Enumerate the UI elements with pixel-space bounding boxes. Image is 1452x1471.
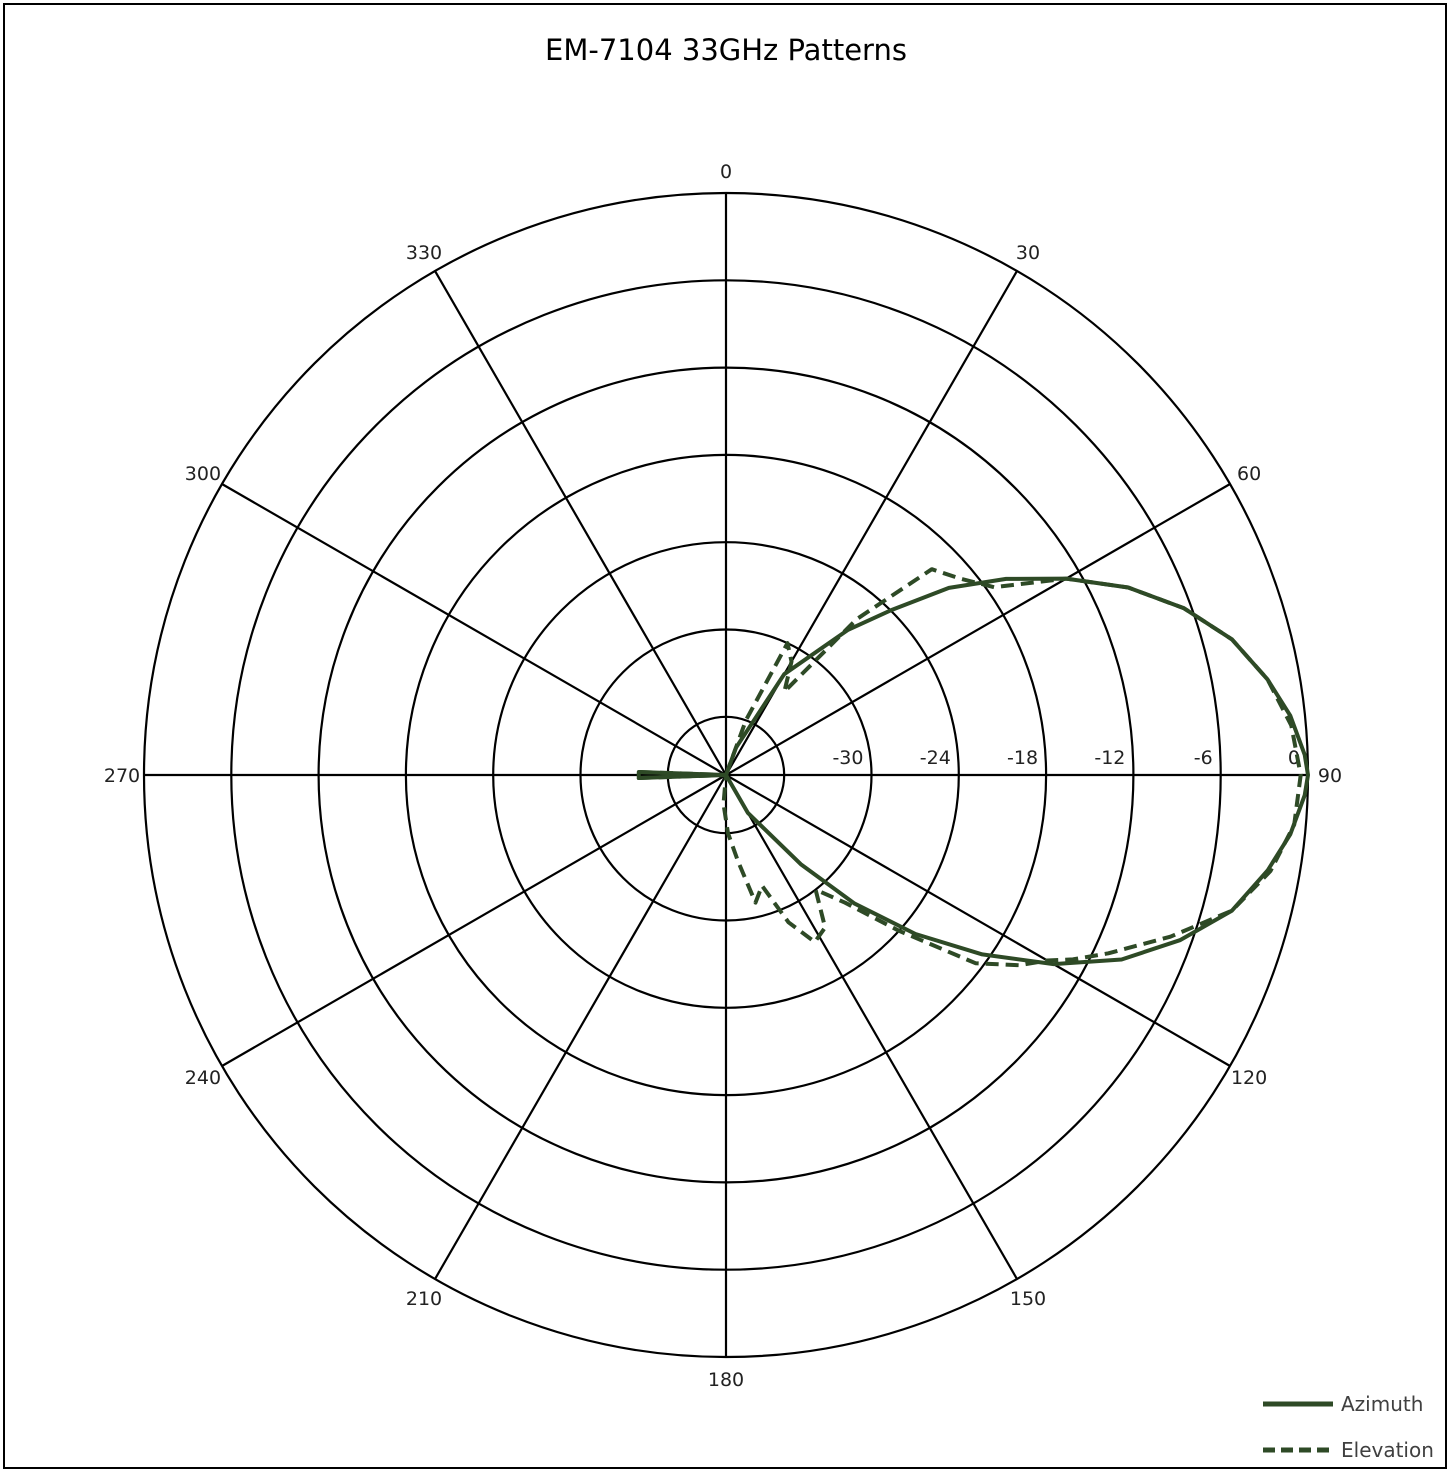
grid-spokes (144, 193, 1308, 1357)
series-elevation (636, 567, 1303, 968)
legend-label-azimuth: Azimuth (1341, 1392, 1423, 1416)
grid-spoke (434, 774, 727, 1280)
angle-tick-label: 180 (708, 1369, 744, 1391)
grid-spoke (434, 270, 727, 776)
radial-tick-label: -24 (920, 747, 951, 769)
angle-tick-label: 60 (1237, 463, 1261, 485)
angle-tick-label: 0 (720, 161, 732, 183)
radial-tick-label: -6 (1194, 747, 1213, 769)
angle-tick-label: 120 (1231, 1067, 1267, 1089)
grid-spoke (221, 774, 727, 1067)
series-azimuth (636, 576, 1310, 967)
radial-labels: -30 -24 -18 -12 -6 0 (832, 747, 1300, 769)
legend: Azimuth Elevation (1263, 1392, 1434, 1462)
grid-spoke (725, 774, 1018, 1280)
grid-spoke (725, 774, 1231, 1067)
angle-tick-label: 90 (1318, 765, 1342, 787)
angle-tick-label: 150 (1010, 1288, 1046, 1310)
series-layer (636, 567, 1310, 968)
angle-tick-label: 240 (185, 1067, 221, 1089)
angle-tick-label: 210 (406, 1288, 442, 1310)
chart-title: EM-7104 33GHz Patterns (545, 33, 907, 67)
grid-spoke (221, 483, 727, 776)
angle-labels: 0 30 60 90 120 150 180 210 240 270 300 330 (104, 161, 1342, 1391)
legend-label-elevation: Elevation (1341, 1438, 1434, 1462)
angle-tick-label: 300 (185, 463, 221, 485)
angle-tick-label: 330 (406, 242, 442, 264)
angle-tick-label: 270 (104, 765, 140, 787)
radial-tick-label: -30 (832, 747, 863, 769)
radial-tick-label: -18 (1007, 747, 1038, 769)
grid-spoke (725, 483, 1231, 776)
radial-tick-label: -12 (1094, 747, 1125, 769)
angle-tick-label: 30 (1016, 242, 1040, 264)
